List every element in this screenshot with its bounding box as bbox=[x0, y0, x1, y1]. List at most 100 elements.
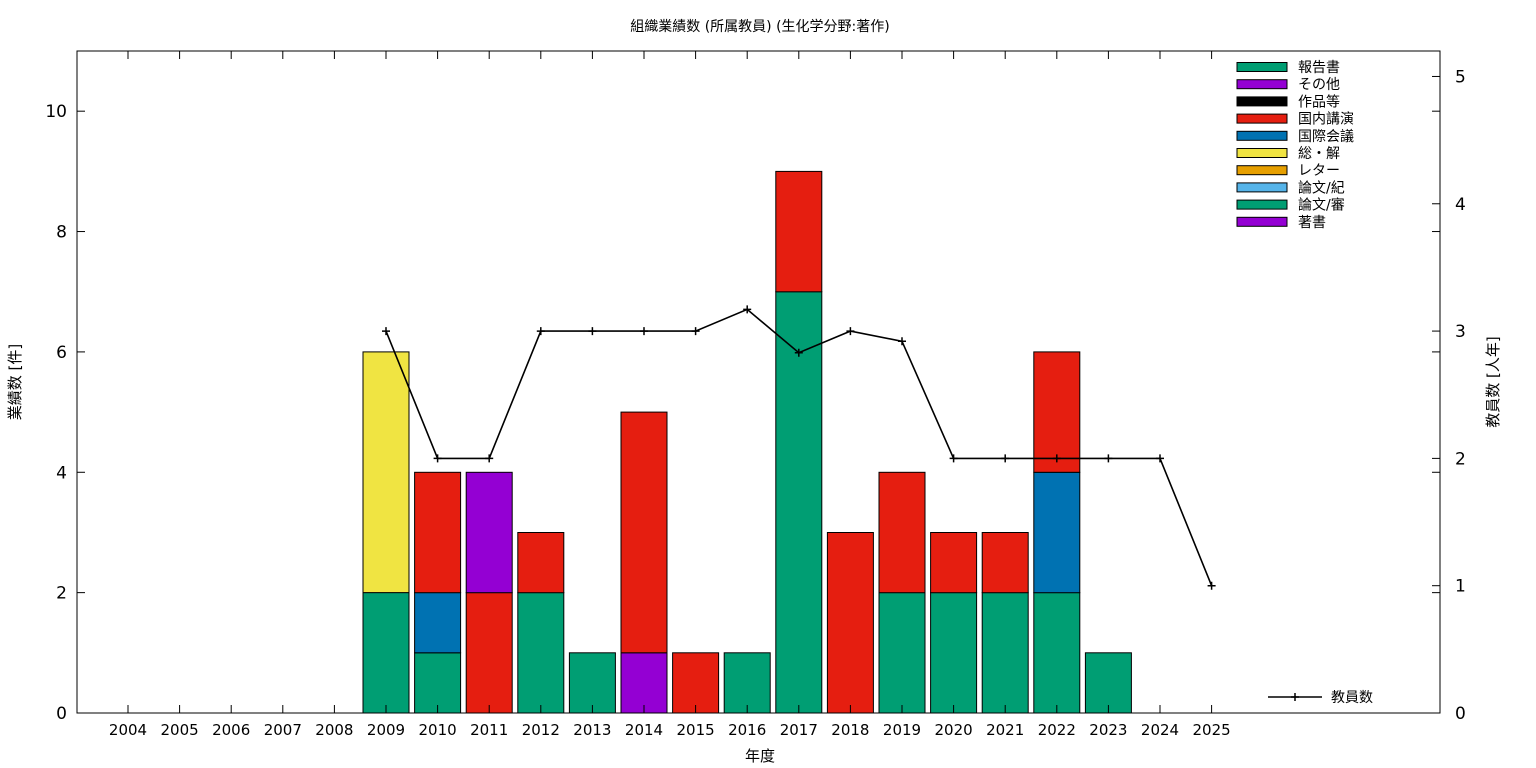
x-tick-label: 2015 bbox=[677, 721, 715, 739]
x-tick-label: 2020 bbox=[935, 721, 973, 739]
bar-segment bbox=[414, 652, 462, 714]
y-axis-label: 業績数 [件] bbox=[6, 344, 24, 420]
x-tick-label: 2016 bbox=[728, 721, 766, 739]
y2-tick-label: 4 bbox=[1455, 195, 1466, 215]
y-tick-label: 10 bbox=[45, 102, 67, 122]
legend-swatch bbox=[1236, 182, 1288, 193]
faculty-point bbox=[588, 327, 597, 336]
x-tick-label: 2019 bbox=[883, 721, 921, 739]
faculty-point bbox=[794, 348, 803, 357]
y2-tick-label: 5 bbox=[1455, 67, 1466, 87]
legend-label: 国際会議 bbox=[1298, 128, 1354, 145]
x-tick-label: 2018 bbox=[831, 721, 869, 739]
x-tick-label: 2022 bbox=[1038, 721, 1076, 739]
bar-segment bbox=[465, 592, 513, 714]
bar-segment bbox=[930, 532, 978, 594]
legend-label: 論文/紀 bbox=[1298, 180, 1345, 196]
legend-label: 国内講演 bbox=[1298, 112, 1354, 128]
legend-label: レター bbox=[1298, 163, 1340, 179]
x-tick-label: 2021 bbox=[986, 721, 1024, 739]
y-tick-label: 8 bbox=[56, 223, 67, 243]
x-tick-label: 2007 bbox=[264, 721, 302, 739]
y2-tick-label: 1 bbox=[1455, 577, 1466, 597]
bar-segment bbox=[362, 592, 410, 714]
bar-segment bbox=[723, 652, 771, 714]
bar-segment bbox=[878, 592, 926, 714]
x-tick-label: 2004 bbox=[109, 721, 147, 739]
x-tick-label: 2009 bbox=[367, 721, 405, 739]
x-tick-label: 2006 bbox=[212, 721, 250, 739]
x-tick-label: 2024 bbox=[1141, 721, 1179, 739]
faculty-point bbox=[1001, 454, 1010, 463]
faculty-point bbox=[949, 454, 958, 463]
bar-segment bbox=[517, 592, 565, 714]
y2-tick-label: 2 bbox=[1455, 449, 1466, 469]
bar-segment bbox=[362, 351, 410, 594]
faculty-count-line bbox=[382, 305, 1216, 590]
bar-segment bbox=[465, 471, 513, 594]
legend-label: 著書 bbox=[1298, 215, 1326, 231]
bar-segment bbox=[878, 471, 926, 594]
legend-label: その他 bbox=[1298, 77, 1340, 93]
legend-label: 作品等 bbox=[1298, 93, 1340, 110]
x-tick-label: 2008 bbox=[315, 721, 353, 739]
legend-swatch bbox=[1236, 96, 1288, 107]
legend-swatch bbox=[1236, 130, 1288, 141]
x-tick-label: 2011 bbox=[470, 721, 508, 739]
bar-segment bbox=[930, 592, 978, 714]
bar-segment bbox=[620, 652, 668, 714]
bars bbox=[362, 170, 1132, 714]
faculty-point bbox=[1052, 454, 1061, 463]
plot-border bbox=[76, 50, 1441, 714]
legend-swatch bbox=[1236, 79, 1288, 90]
x-tick-label: 2010 bbox=[419, 721, 457, 739]
bar-segment bbox=[1033, 471, 1081, 594]
legend-line-label: 教員数 bbox=[1331, 690, 1373, 706]
legend-label: 総・解 bbox=[1298, 146, 1340, 162]
bar-segment bbox=[826, 532, 874, 714]
x-tick-label: 2013 bbox=[573, 721, 611, 739]
bar-segment bbox=[775, 170, 823, 293]
x-tick-label: 2005 bbox=[161, 721, 199, 739]
bar-segment bbox=[981, 592, 1029, 714]
legend-swatch bbox=[1236, 216, 1288, 227]
faculty-point bbox=[382, 327, 390, 336]
legend-swatch bbox=[1236, 165, 1288, 176]
x-tick-label: 2025 bbox=[1193, 721, 1231, 739]
bar-segment bbox=[775, 291, 823, 714]
faculty-point bbox=[485, 454, 494, 463]
legend-swatch bbox=[1236, 62, 1288, 72]
faculty-point bbox=[536, 327, 545, 336]
axes: 0 2 4 6 8 10 0 1 2 3 4 5 2004 2005 2006 2007 2008 2009 201… bbox=[45, 50, 1466, 739]
faculty-point bbox=[640, 327, 648, 336]
y-tick-label: 0 bbox=[56, 704, 67, 724]
y2-tick-label: 0 bbox=[1455, 704, 1466, 724]
faculty-point bbox=[846, 327, 855, 336]
faculty-point bbox=[898, 337, 906, 346]
legend-swatch bbox=[1236, 148, 1288, 158]
chart-title: 組織業績数 (所属教員) (生化学分野:著作) bbox=[630, 19, 889, 35]
bar-segment bbox=[414, 471, 462, 594]
y-tick-label: 6 bbox=[56, 343, 67, 363]
faculty-point bbox=[743, 305, 752, 314]
legend-label: 報告書 bbox=[1298, 60, 1340, 76]
bar-segment bbox=[620, 411, 668, 654]
x-tick-label: 2012 bbox=[522, 721, 560, 739]
bar-segment bbox=[568, 652, 616, 714]
faculty-point bbox=[1156, 454, 1164, 463]
bar-segment bbox=[1033, 351, 1081, 473]
y-tick-label: 2 bbox=[56, 584, 67, 604]
x-tick-label: 2023 bbox=[1089, 721, 1127, 739]
faculty-point bbox=[1207, 581, 1216, 590]
bar-segment bbox=[414, 592, 462, 654]
legend-line-marker bbox=[1291, 693, 1299, 701]
legend-swatch bbox=[1236, 113, 1288, 124]
y2-tick-label: 3 bbox=[1455, 322, 1466, 342]
bar-segment bbox=[517, 532, 565, 594]
faculty-point bbox=[1104, 454, 1113, 463]
x-tick-label: 2014 bbox=[625, 721, 663, 739]
y-tick-label: 4 bbox=[56, 463, 67, 483]
faculty-point bbox=[691, 327, 700, 336]
